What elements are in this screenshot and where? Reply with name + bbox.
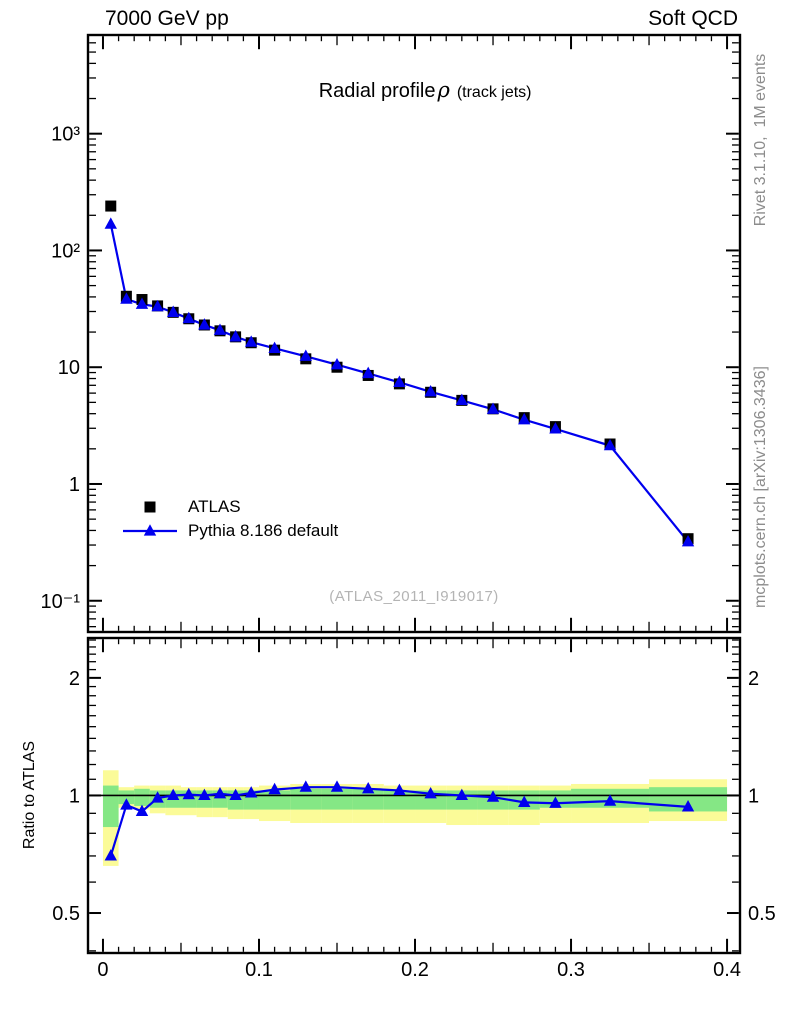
svg-text:10²: 10² xyxy=(51,240,80,262)
legend-markers xyxy=(123,501,177,536)
ratio-series xyxy=(104,780,695,861)
main-series xyxy=(104,200,695,547)
panel-frames xyxy=(86,33,742,955)
svg-text:10: 10 xyxy=(58,357,80,379)
svg-text:0.2: 0.2 xyxy=(401,959,429,981)
svg-text:0.5: 0.5 xyxy=(748,903,776,925)
ratio-uncertainty-bands xyxy=(102,770,728,866)
svg-text:2: 2 xyxy=(748,668,759,690)
svg-text:0.3: 0.3 xyxy=(557,959,585,981)
svg-text:0.4: 0.4 xyxy=(713,959,741,981)
beam-header: 7000 GeV pp xyxy=(105,7,229,30)
legend-label-pythia: Pythia 8.186 default xyxy=(188,521,339,540)
svg-text:0: 0 xyxy=(97,959,108,981)
generator-version-note: Rivet 3.1.10, 1M events xyxy=(752,53,769,227)
svg-text:1: 1 xyxy=(69,785,80,807)
svg-text:1: 1 xyxy=(748,785,759,807)
legend-label-atlas: ATLAS xyxy=(188,497,241,516)
mcplots-arxiv-note: mcplots.cern.ch [arXiv:1306.3436] xyxy=(752,366,769,608)
svg-text:0.5: 0.5 xyxy=(52,903,80,925)
plot-title-text: Radial profile xyxy=(318,80,436,102)
observable-symbol: ρ xyxy=(437,78,450,102)
tick-labels: 10³ 10² 10 1 10⁻¹ 2 2 1 1 0.5 0.5 0 0.1 0.2 0.3 0.4 xyxy=(41,124,776,981)
process-group-header: Soft QCD xyxy=(648,7,738,30)
ratio-axis-label: Ratio to ATLAS xyxy=(21,740,38,850)
plot-title: Radial profileρ (track jets) xyxy=(88,55,740,126)
analysis-id-watermark: (ATLAS_2011_I919017) xyxy=(329,588,499,605)
plot-title-qualifier: (track jets) xyxy=(456,84,532,101)
axis-ticks xyxy=(89,36,739,952)
svg-text:2: 2 xyxy=(69,668,80,690)
svg-text:10³: 10³ xyxy=(51,124,80,146)
svg-text:1: 1 xyxy=(69,474,80,496)
svg-text:0.1: 0.1 xyxy=(245,959,273,981)
svg-text:10⁻¹: 10⁻¹ xyxy=(41,591,81,613)
